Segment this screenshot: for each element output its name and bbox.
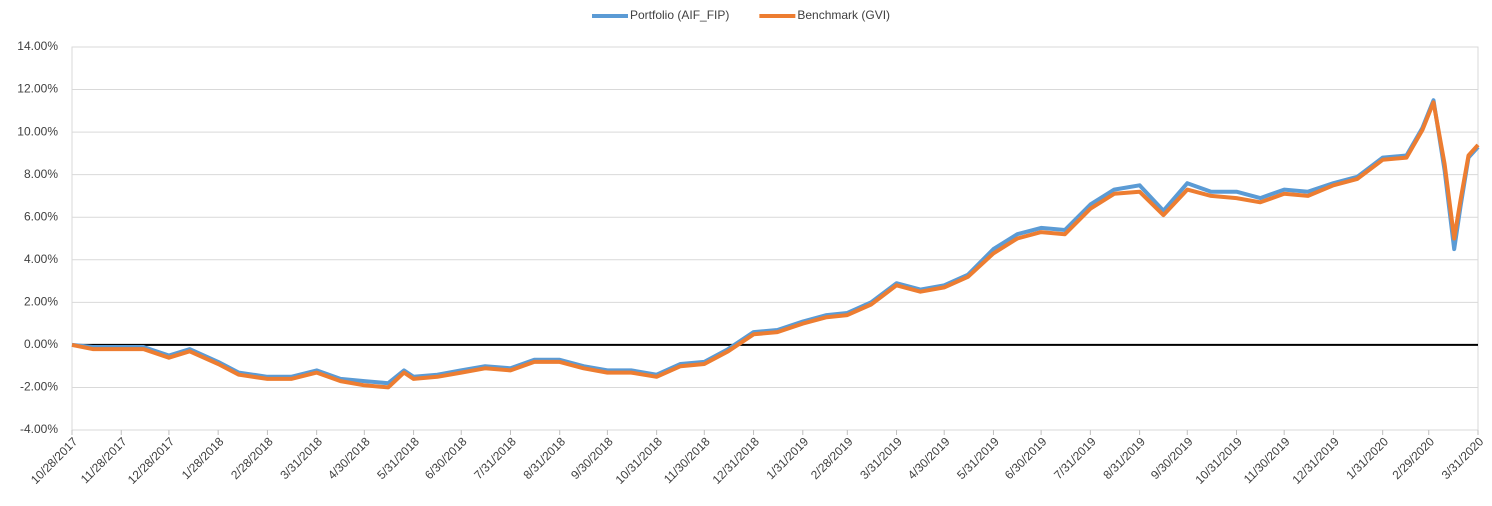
y-tick-label: -2.00% xyxy=(20,380,58,394)
x-tick-label: 1/31/2019 xyxy=(764,434,812,482)
x-tick-label: 6/30/2018 xyxy=(422,434,470,482)
x-tick-label: 9/30/2018 xyxy=(568,434,616,482)
y-tick-label: 2.00% xyxy=(24,295,58,309)
x-tick-label: 4/30/2018 xyxy=(325,434,373,482)
x-tick-label: 2/28/2019 xyxy=(808,434,856,482)
legend-label: Portfolio (AIF_FIP) xyxy=(630,8,729,22)
y-tick-label: 4.00% xyxy=(24,252,58,266)
y-tick-label: 8.00% xyxy=(24,167,58,181)
x-tick-label: 12/31/2019 xyxy=(1289,434,1342,487)
x-tick-label: 9/30/2019 xyxy=(1148,434,1196,482)
y-tick-label: 10.00% xyxy=(17,124,58,138)
series-line xyxy=(71,100,1480,390)
x-tick-label: 10/31/2019 xyxy=(1193,434,1246,487)
x-tick-label: 4/30/2019 xyxy=(905,434,953,482)
x-tick-label: 8/31/2018 xyxy=(520,434,568,482)
x-tick-label: 11/30/2019 xyxy=(1241,434,1293,486)
y-tick-label: 14.00% xyxy=(17,39,58,53)
x-tick-label: 1/31/2020 xyxy=(1343,434,1391,482)
series-line xyxy=(71,98,1480,386)
x-tick-label: 5/31/2018 xyxy=(374,434,422,482)
x-tick-label: 1/28/2018 xyxy=(179,434,227,482)
plot-area xyxy=(71,46,1479,431)
x-tick-label: 5/31/2019 xyxy=(954,434,1002,482)
x-tick-label: 3/31/2018 xyxy=(277,434,325,482)
x-tick-label: 2/29/2020 xyxy=(1389,434,1437,482)
x-tick-label: 3/31/2020 xyxy=(1439,434,1487,482)
x-tick-label: 2/28/2018 xyxy=(228,434,276,482)
x-tick-label: 11/30/2018 xyxy=(661,434,713,486)
y-tick-label: 6.00% xyxy=(24,209,58,223)
x-tick-label: 7/31/2018 xyxy=(471,434,519,482)
x-tick-label: 6/30/2019 xyxy=(1002,434,1050,482)
y-tick-label: 0.00% xyxy=(24,337,58,351)
x-tick-label: 10/28/2017 xyxy=(28,434,81,487)
x-tick-label: 8/31/2019 xyxy=(1100,434,1148,482)
x-tick-label: 10/31/2018 xyxy=(613,434,666,487)
y-tick-label: 12.00% xyxy=(17,82,58,96)
x-tick-label: 11/28/2017 xyxy=(78,434,130,486)
x-tick-label: 12/31/2018 xyxy=(710,434,763,487)
x-tick-label: 7/31/2019 xyxy=(1051,434,1099,482)
y-tick-label: -4.00% xyxy=(20,422,58,436)
x-tick-label: 12/28/2017 xyxy=(125,434,178,487)
x-tick-label: 3/31/2019 xyxy=(857,434,905,482)
legend-label: Benchmark (GVI) xyxy=(797,8,890,22)
